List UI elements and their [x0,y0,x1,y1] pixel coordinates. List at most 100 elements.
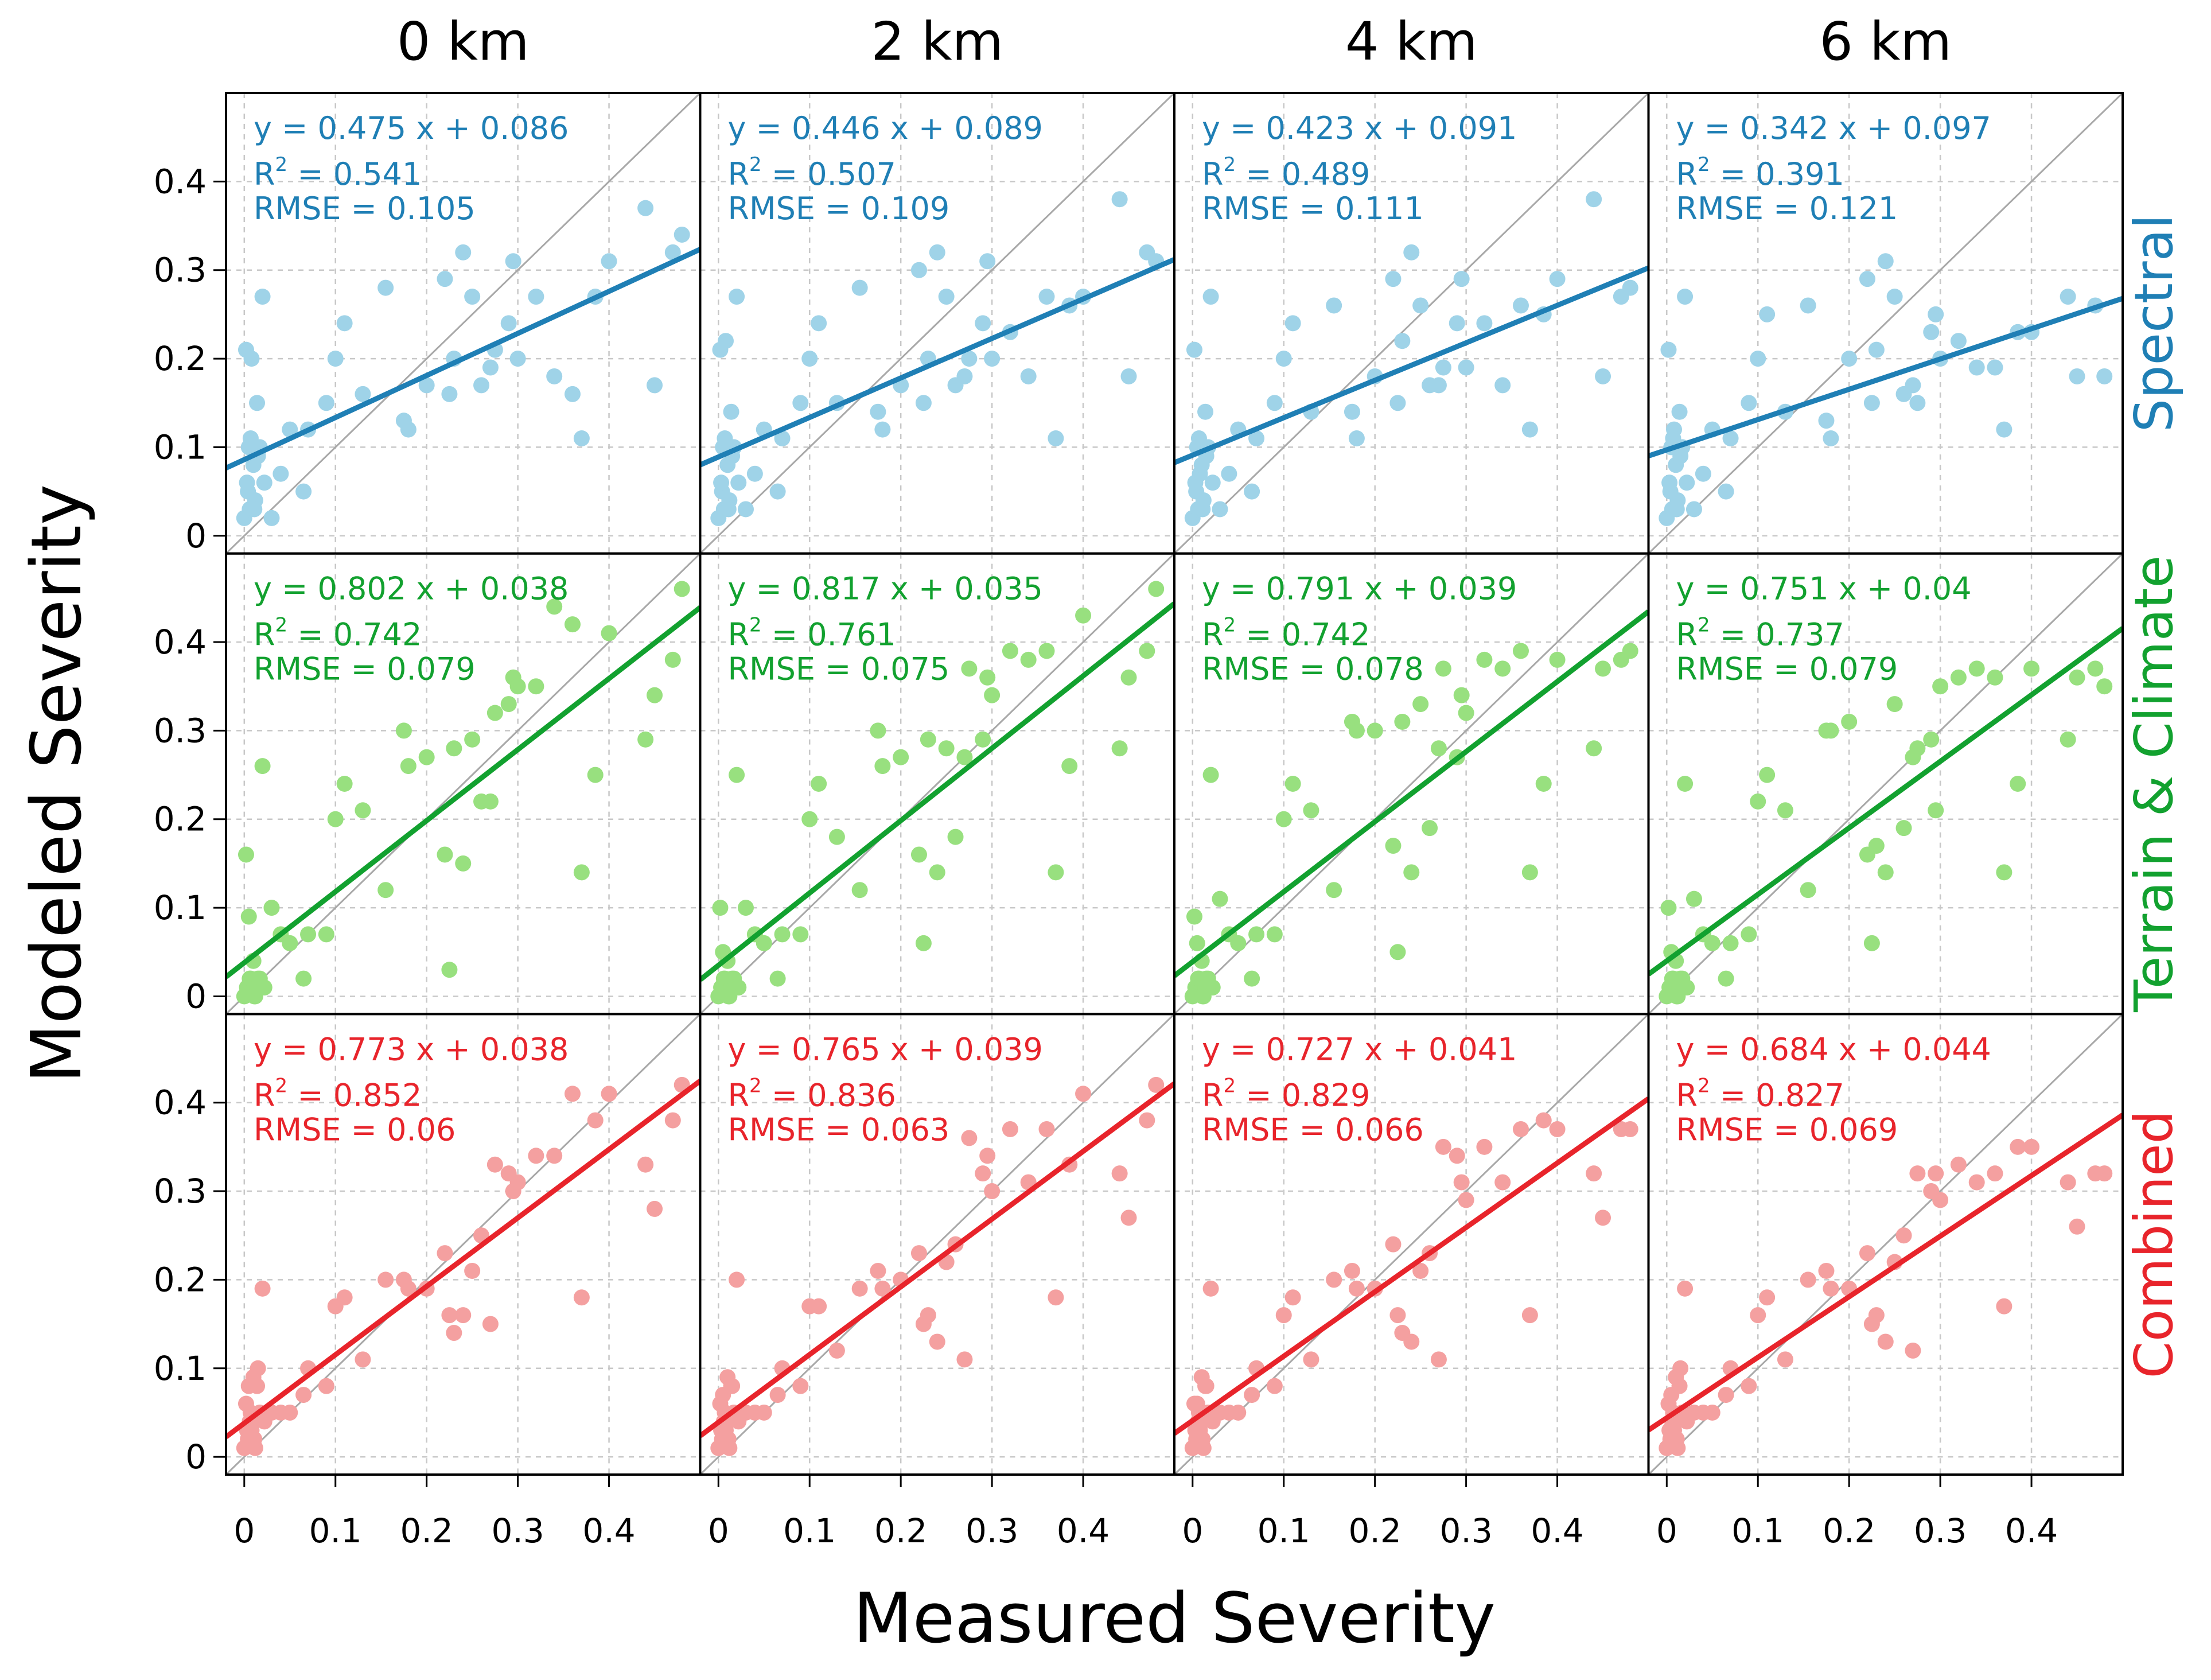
data-point [1230,935,1247,951]
data-point [601,625,617,641]
panel-plot-area [700,553,1174,1014]
rmse-label: RMSE = 0.06 [254,1111,456,1148]
r2-superscript: 2 [749,153,762,176]
data-point [273,465,289,482]
data-point [377,279,394,296]
r2-value: = 0.489 [1236,156,1370,192]
r2-value: = 0.829 [1236,1077,1370,1113]
data-point [1020,368,1037,384]
data-point [1344,403,1360,420]
r2-value: = 0.852 [287,1077,422,1113]
data-point [961,660,978,677]
data-point [1622,279,1638,296]
rmse-label: RMSE = 0.063 [728,1111,950,1148]
r2-value: = 0.541 [287,156,422,192]
r2-prefix: R [728,156,750,192]
data-point [1230,1404,1247,1421]
data-point [1326,882,1342,899]
data-point [400,758,416,775]
data-point [1950,333,1967,349]
row-label: Terrain & Climate [2123,555,2185,1013]
data-point [1453,687,1470,703]
data-point [1800,882,1816,899]
data-point [446,740,462,757]
data-point [1020,651,1037,668]
data-point [1248,430,1265,446]
data-point [920,1307,936,1324]
data-point [1385,1236,1402,1253]
panel-plot-area [700,1014,1174,1475]
data-point [1679,475,1695,491]
data-point [482,359,499,376]
data-point [1244,483,1260,500]
data-point [239,475,255,491]
r2-prefix: R [254,1077,275,1113]
data-point [1120,1210,1137,1226]
data-point [1326,1271,1342,1288]
data-point [1453,1174,1470,1191]
x-tick-label: 0.2 [1823,1511,1875,1550]
x-tick-label: 0 [1182,1511,1203,1550]
data-point [249,395,266,411]
data-point [336,315,353,332]
data-point [2096,1165,2113,1182]
data-point [246,501,263,518]
r2-label: R2 = 0.507 [728,153,896,192]
data-point [564,1086,581,1102]
data-point [464,289,481,305]
y-tick-label: 0.1 [154,427,207,466]
data-point [729,289,745,305]
data-point [509,1174,526,1191]
r2-value: = 0.742 [287,617,422,653]
data-point [249,1378,266,1394]
data-point [1186,341,1202,358]
data-point [546,1148,563,1164]
data-point [756,1404,772,1421]
r2-superscript: 2 [749,1074,762,1097]
data-point [2087,660,2104,677]
data-point [1968,359,1985,376]
data-point [1476,315,1493,332]
x-tick-label: 0.2 [400,1511,453,1550]
data-point [2096,368,2113,384]
data-point [486,705,503,721]
data-point [1303,1351,1319,1368]
data-point [920,731,936,748]
data-point [1212,501,1228,518]
data-point [573,1289,590,1306]
data-point [1863,935,1880,951]
r2-superscript: 2 [275,1074,288,1097]
data-point [1453,271,1470,287]
data-point [1909,740,1926,757]
panel-plot-area [1174,553,1649,1014]
data-point [1905,1342,1921,1359]
data-point [1430,377,1447,394]
data-point [1987,359,2003,376]
data-point [1722,935,1739,951]
data-point [956,749,973,765]
data-point [1275,351,1292,367]
x-tick-label: 0.1 [1258,1511,1310,1550]
data-point [455,1307,472,1324]
data-point [1476,1138,1493,1155]
data-point [2060,731,2076,748]
data-point [282,421,298,438]
y-tick-label: 0.4 [154,162,207,201]
data-point [1823,430,1839,446]
data-point [1194,501,1211,518]
data-point [718,333,734,349]
regression-line [1174,1096,1649,1436]
data-point [1595,368,1611,384]
y-tick-label: 0.3 [154,711,207,750]
data-point [601,253,617,270]
data-point [546,368,563,384]
data-point [647,1200,663,1217]
data-point [1968,1174,1985,1191]
r2-prefix: R [1202,617,1224,653]
data-point [1111,1165,1128,1182]
data-point [1595,1210,1611,1226]
data-point [2096,678,2113,695]
data-point [1389,395,1406,411]
y-tick-label: 0 [185,1437,207,1476]
